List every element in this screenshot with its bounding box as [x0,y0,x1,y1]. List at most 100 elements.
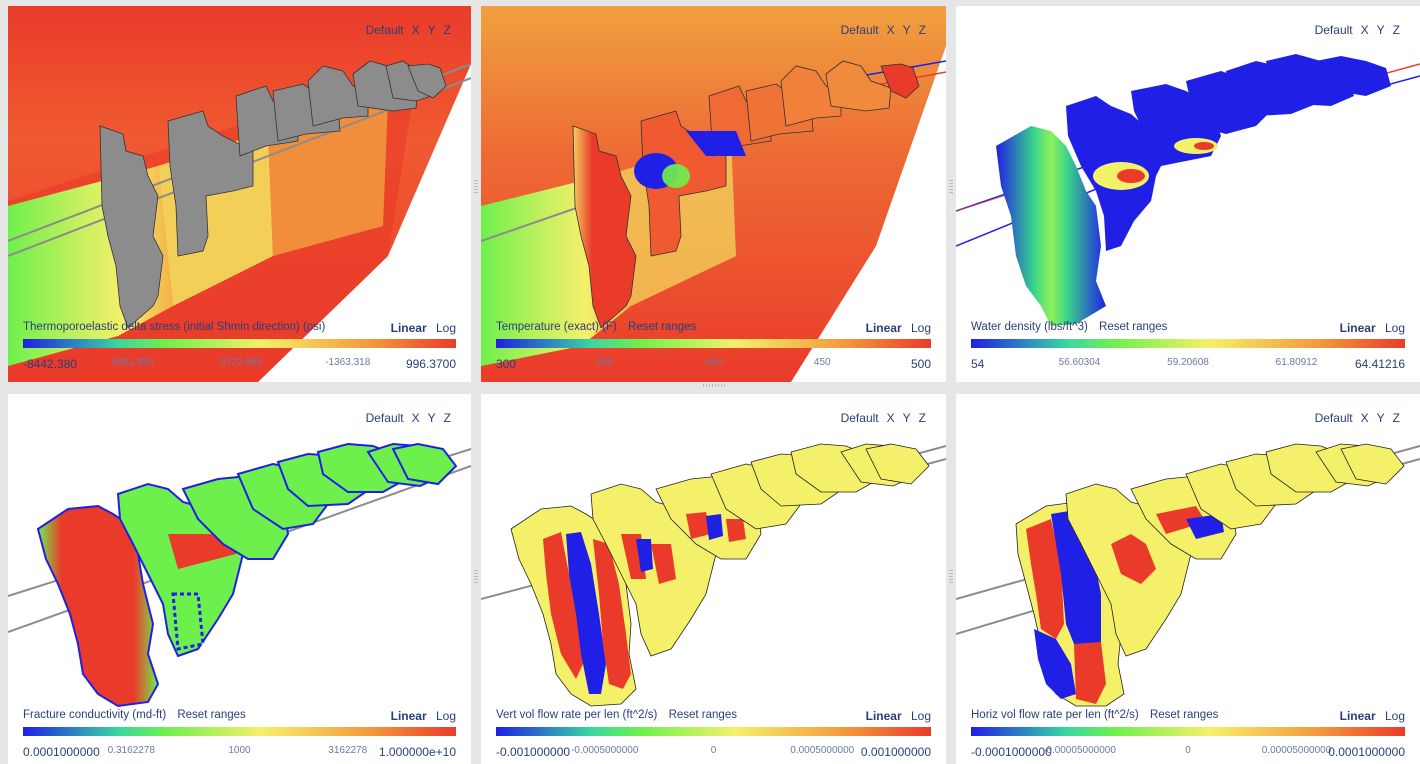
vertical-splitter-handle[interactable] [949,180,953,194]
linear-scale-button[interactable]: Linear [1339,709,1376,723]
view-controls: Default X Y Z [841,411,926,425]
linear-scale-button[interactable]: Linear [865,709,902,723]
log-scale-button[interactable]: Log [1384,321,1405,335]
linear-scale-button[interactable]: Linear [865,321,902,335]
log-scale-button[interactable]: Log [435,709,456,723]
linear-scale-button[interactable]: Linear [1339,321,1376,335]
panel-temperature[interactable]: Default X Y Z Temperature (exact) (F) Re… [481,6,946,382]
tick-min[interactable]: 54 [971,357,985,371]
panel-fracture-conductivity[interactable]: Default X Y Z Fracture conductivity (md-… [8,394,471,764]
tick-label: -0.00005000000 [1043,745,1116,756]
colorbar-title-text: Horiz vol flow rate per len (ft^2/s) [971,709,1139,721]
view-z-button[interactable]: Z [1392,411,1400,425]
tick-label: 61.80912 [1275,357,1318,368]
reset-ranges-button[interactable]: Reset ranges [177,709,246,721]
tick-label: 0.00005000000 [1261,745,1332,756]
view-x-button[interactable]: X [1360,23,1369,37]
colorbar-title-text: Water density (lbs/ft^3) [971,321,1088,333]
tick-min[interactable]: -0.001000000 [496,745,571,759]
view-y-button[interactable]: Y [427,23,436,37]
log-scale-button[interactable]: Log [1384,709,1405,723]
reset-ranges-button[interactable]: Reset ranges [668,709,737,721]
view-y-button[interactable]: Y [1376,411,1385,425]
viewport-3d[interactable] [481,6,946,382]
colorbar[interactable] [496,727,931,736]
view-default-button[interactable]: Default [1314,23,1353,37]
scale-toggle: Linear Log [391,709,456,723]
tick-min[interactable]: -0.0001000000 [971,745,1052,759]
tick-min[interactable]: 0.0001000000 [23,745,100,759]
panel-thermoporoelastic-stress[interactable]: Default X Y Z Thermoporoelastic delta st… [8,6,471,382]
view-z-button[interactable]: Z [443,23,451,37]
linear-scale-button[interactable]: Linear [390,709,427,723]
vertical-splitter-handle[interactable] [474,180,478,194]
panel-water-density[interactable]: Default X Y Z Water density (lbs/ft^3) R… [956,6,1420,382]
log-scale-button[interactable]: Log [910,321,931,335]
view-y-button[interactable]: Y [902,411,911,425]
panel-horiz-flow-rate[interactable]: Default X Y Z Horiz vol flow rate per le… [956,394,1420,764]
colorbar[interactable] [971,339,1405,348]
linear-scale-button[interactable]: Linear [390,321,427,335]
view-x-button[interactable]: X [411,23,420,37]
view-x-button[interactable]: X [411,411,420,425]
colorbar[interactable] [971,727,1405,736]
view-default-button[interactable]: Default [1314,411,1353,425]
scale-toggle: Linear Log [391,321,456,335]
reset-ranges-button[interactable]: Reset ranges [1099,321,1168,333]
view-y-button[interactable]: Y [902,23,911,37]
reset-ranges-button[interactable]: Reset ranges [627,321,697,333]
reset-ranges-button[interactable]: Reset ranges [1149,709,1219,721]
view-z-button[interactable]: Z [443,411,451,425]
colorbar-ticks: 54 56.60304 59.20608 61.80912 64.41216 [971,357,1405,371]
view-controls: Default X Y Z [366,411,451,425]
view-default-button[interactable]: Default [365,411,404,425]
colorbar[interactable] [496,339,931,348]
viewport-3d[interactable] [8,6,471,382]
colorbar[interactable] [23,339,456,348]
view-default-button[interactable]: Default [840,411,879,425]
tick-label: 3162278 [328,745,368,756]
viewport-3d[interactable] [8,394,471,764]
vertical-splitter-handle[interactable] [949,570,953,584]
tick-min[interactable]: -8442.380 [23,357,78,371]
view-x-button[interactable]: X [886,23,895,37]
horizontal-splitter-handle[interactable] [703,384,725,387]
tick-max[interactable]: 996.3700 [405,357,456,371]
colorbar-ticks: -8442.380 -6082.950 -3722.585 -1363.318 … [23,357,456,371]
tick-max[interactable]: 1.000000e+10 [378,745,456,759]
view-default-button[interactable]: Default [365,23,404,37]
colorbar[interactable] [23,727,456,736]
tick-label: 0 [710,745,717,756]
viewport-3d[interactable] [481,394,946,764]
view-y-button[interactable]: Y [427,411,436,425]
scale-toggle: Linear Log [1340,709,1405,723]
view-z-button[interactable]: Z [1392,23,1400,37]
panel-vert-flow-rate[interactable]: Default X Y Z Vert vol flow rate per len… [481,394,946,764]
log-scale-button[interactable]: Log [910,709,931,723]
viewport-3d[interactable] [956,6,1420,382]
tick-max[interactable]: 0.0001000000 [1328,745,1405,759]
tick-label: 0.3162278 [107,745,155,756]
tick-max[interactable]: 0.001000000 [860,745,931,759]
scale-toggle: Linear Log [1340,321,1405,335]
tick-min[interactable]: 300 [496,357,517,371]
colorbar-title: Horiz vol flow rate per len (ft^2/s) Res… [971,709,1218,721]
view-z-button[interactable]: Z [918,411,926,425]
view-default-button[interactable]: Default [840,23,879,37]
tick-label: -3722.585 [216,357,263,368]
tick-label: -0.0005000000 [571,745,639,756]
tick-max[interactable]: 64.41216 [1354,357,1405,371]
scale-toggle: Linear Log [866,321,931,335]
tick-max[interactable]: 500 [910,357,931,371]
log-scale-button[interactable]: Log [435,321,456,335]
view-x-button[interactable]: X [886,411,895,425]
viewport-3d[interactable] [956,394,1420,764]
colorbar-title-text: Temperature (exact) (F) [496,321,617,333]
view-x-button[interactable]: X [1360,411,1369,425]
vertical-splitter-handle[interactable] [474,570,478,584]
view-z-button[interactable]: Z [918,23,926,37]
tick-label: 0 [1185,745,1191,756]
tick-label: 450 [813,357,831,368]
view-controls: Default X Y Z [1315,23,1400,37]
view-y-button[interactable]: Y [1376,23,1385,37]
